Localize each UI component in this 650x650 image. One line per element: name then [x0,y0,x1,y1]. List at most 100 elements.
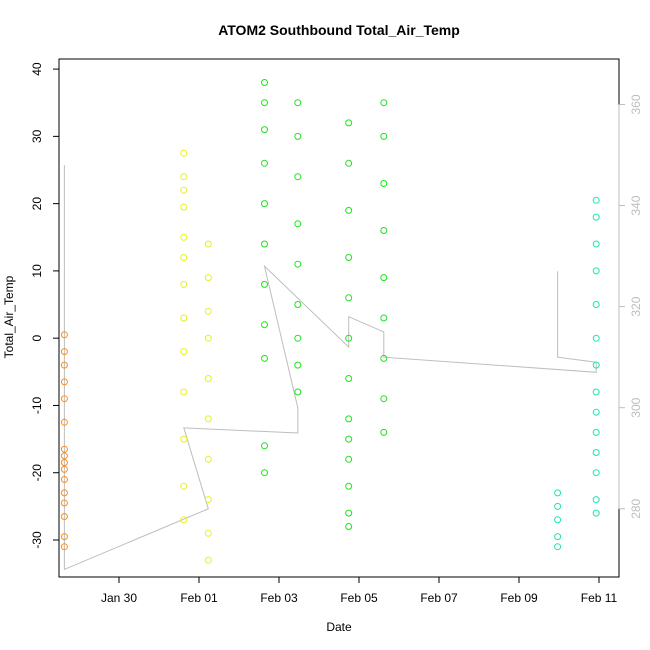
y2-tick-label: 340 [629,195,643,215]
data-point [345,375,353,382]
data-point [180,254,188,261]
data-points-layer [60,79,600,564]
data-point [180,435,188,443]
y-axis-label: Total_Air_Temp [2,275,16,358]
data-point [261,200,268,208]
data-point [380,274,388,282]
data-point [592,496,600,504]
data-point [380,395,388,403]
data-point [261,442,268,450]
data-point [380,180,388,187]
data-point [345,523,353,530]
data-point [60,348,68,356]
data-point [261,99,268,107]
data-point [180,348,188,356]
secondary-y-axis: 280 300 320 340 360 [618,94,643,519]
data-point [204,307,212,315]
data-point [60,361,68,369]
y-axis: -30 -20 -10 0 10 20 30 40 [30,62,60,549]
data-point [592,388,600,396]
data-point [261,354,268,362]
data-point [592,213,600,221]
data-point [345,206,353,214]
y-tick-label: 20 [30,197,44,211]
data-point [592,408,600,416]
y-tick-label: 0 [30,335,44,342]
data-point [554,533,562,541]
data-point [294,173,302,181]
y2-tick-label: 360 [629,94,643,114]
secondary-series-line [63,165,597,571]
data-point [592,267,600,275]
x-axis-label: Date [326,620,352,634]
x-axis: Jan 30 Feb 01 Feb 03 Feb 05 Feb 07 Feb 09 Feb … [101,576,618,605]
data-point [554,502,562,510]
x-tick-label: Jan 30 [101,591,137,605]
data-point [204,496,212,504]
x-tick-label: Feb 09 [500,591,538,605]
data-point [60,499,68,507]
data-point [592,240,600,248]
data-point [294,361,302,369]
data-point [380,132,388,140]
data-point [204,334,212,342]
data-point [261,321,268,329]
secondary-series-layer [63,165,597,571]
data-point [261,240,268,248]
data-point [180,516,188,524]
data-point [380,314,388,322]
data-point [60,465,68,473]
y-tick-label: -20 [30,464,44,482]
data-point [60,395,68,403]
y-tick-label: 40 [30,62,44,76]
data-point [592,301,600,308]
plot-area-frame [58,58,620,578]
data-point [60,543,68,551]
data-point [592,449,600,456]
data-point [294,132,302,140]
data-point [345,415,353,423]
data-point [60,476,68,483]
data-point [294,99,302,107]
y-tick-label: 30 [30,129,44,143]
data-point [345,435,353,443]
data-point [204,415,212,423]
data-point [261,280,268,288]
data-point [180,280,188,288]
data-point [345,159,353,167]
x-tick-label: Feb 03 [260,591,298,605]
data-point [60,331,68,339]
x-tick-label: Feb 11 [581,591,618,605]
x-tick-label: Feb 05 [340,591,378,605]
data-point [345,455,353,463]
data-point [294,334,302,342]
data-point [261,159,268,167]
data-point [554,543,562,551]
data-point [261,469,268,477]
data-point [294,388,302,396]
data-point [60,378,68,386]
data-point [345,334,353,342]
data-point [592,196,600,204]
y-tick-label: -10 [30,396,44,414]
data-point [294,260,302,268]
data-point [180,314,188,322]
data-point [180,233,188,241]
data-point [60,459,68,467]
data-point [204,375,212,382]
data-point [592,469,600,477]
data-point [204,529,212,537]
y2-tick-label: 300 [629,397,643,417]
data-point [60,533,68,541]
data-point [345,509,353,517]
data-point [380,428,388,436]
data-point [60,513,68,520]
data-point [180,173,188,181]
chart-title: ATOM2 Southbound Total_Air_Temp [218,22,460,38]
y-tick-label: 10 [30,264,44,278]
data-point [380,354,388,362]
data-point [204,556,212,564]
x-tick-label: Feb 07 [420,591,458,605]
data-point [204,274,212,282]
